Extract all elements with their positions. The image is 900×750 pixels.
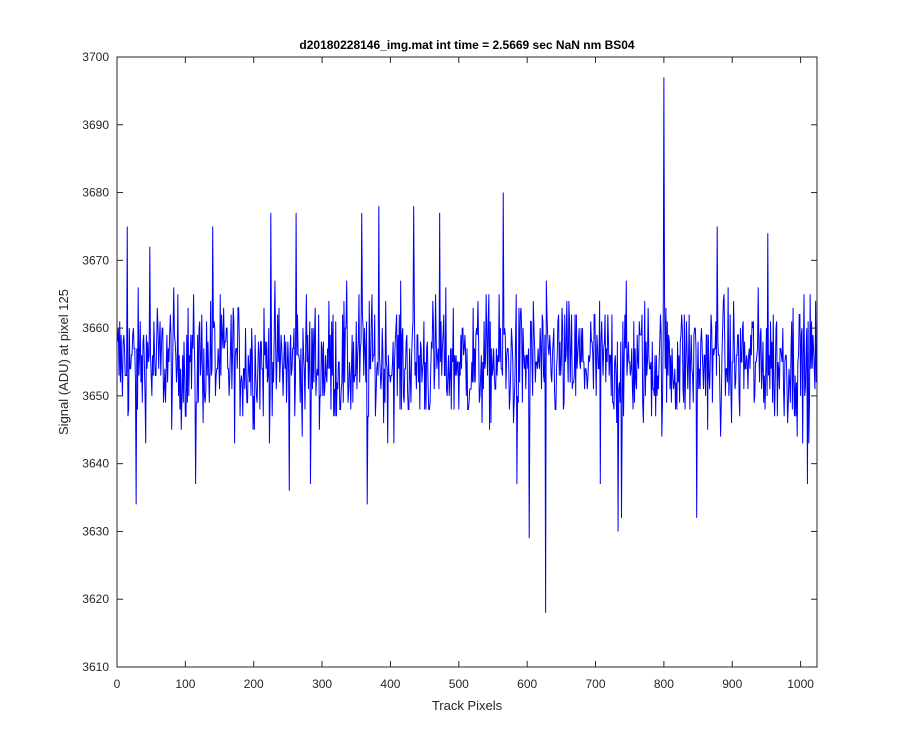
x-tick-label: 300 (312, 677, 332, 691)
x-tick-label: 900 (722, 677, 742, 691)
x-tick-label: 700 (586, 677, 606, 691)
y-axis-label: Signal (ADU) at pixel 125 (56, 289, 71, 435)
x-tick-label: 400 (380, 677, 400, 691)
x-tick-label: 100 (175, 677, 195, 691)
y-tick-label: 3640 (82, 457, 109, 471)
y-tick-label: 3680 (82, 186, 109, 200)
x-tick-label: 800 (654, 677, 674, 691)
series-line (116, 77, 817, 613)
x-tick-label: 1000 (787, 677, 814, 691)
y-tick-label: 3620 (82, 592, 109, 606)
series-layer (116, 77, 817, 613)
y-tick-label: 3700 (82, 50, 109, 64)
x-tick-label: 500 (449, 677, 469, 691)
y-tick-label: 3690 (82, 118, 109, 132)
y-tick-label: 3660 (82, 321, 109, 335)
y-tick-label: 3630 (82, 524, 109, 538)
axes-box (116, 56, 818, 668)
chart-title: d20180228146_img.mat int time = 2.5669 s… (299, 38, 635, 52)
y-tick-label: 3610 (82, 660, 109, 674)
y-ticks: 3610 3620 3630 3640 3650 3660 3670 3680 3690 3700 (82, 50, 817, 674)
x-ticks: 0 100 200 300 400 500 600 700 800 900 1000 (114, 57, 814, 691)
x-axis-label: Track Pixels (432, 698, 503, 713)
y-tick-label: 3670 (82, 253, 109, 267)
y-tick-label: 3650 (82, 389, 109, 403)
x-tick-label: 200 (244, 677, 264, 691)
x-tick-label: 600 (517, 677, 537, 691)
x-tick-label: 0 (114, 677, 121, 691)
